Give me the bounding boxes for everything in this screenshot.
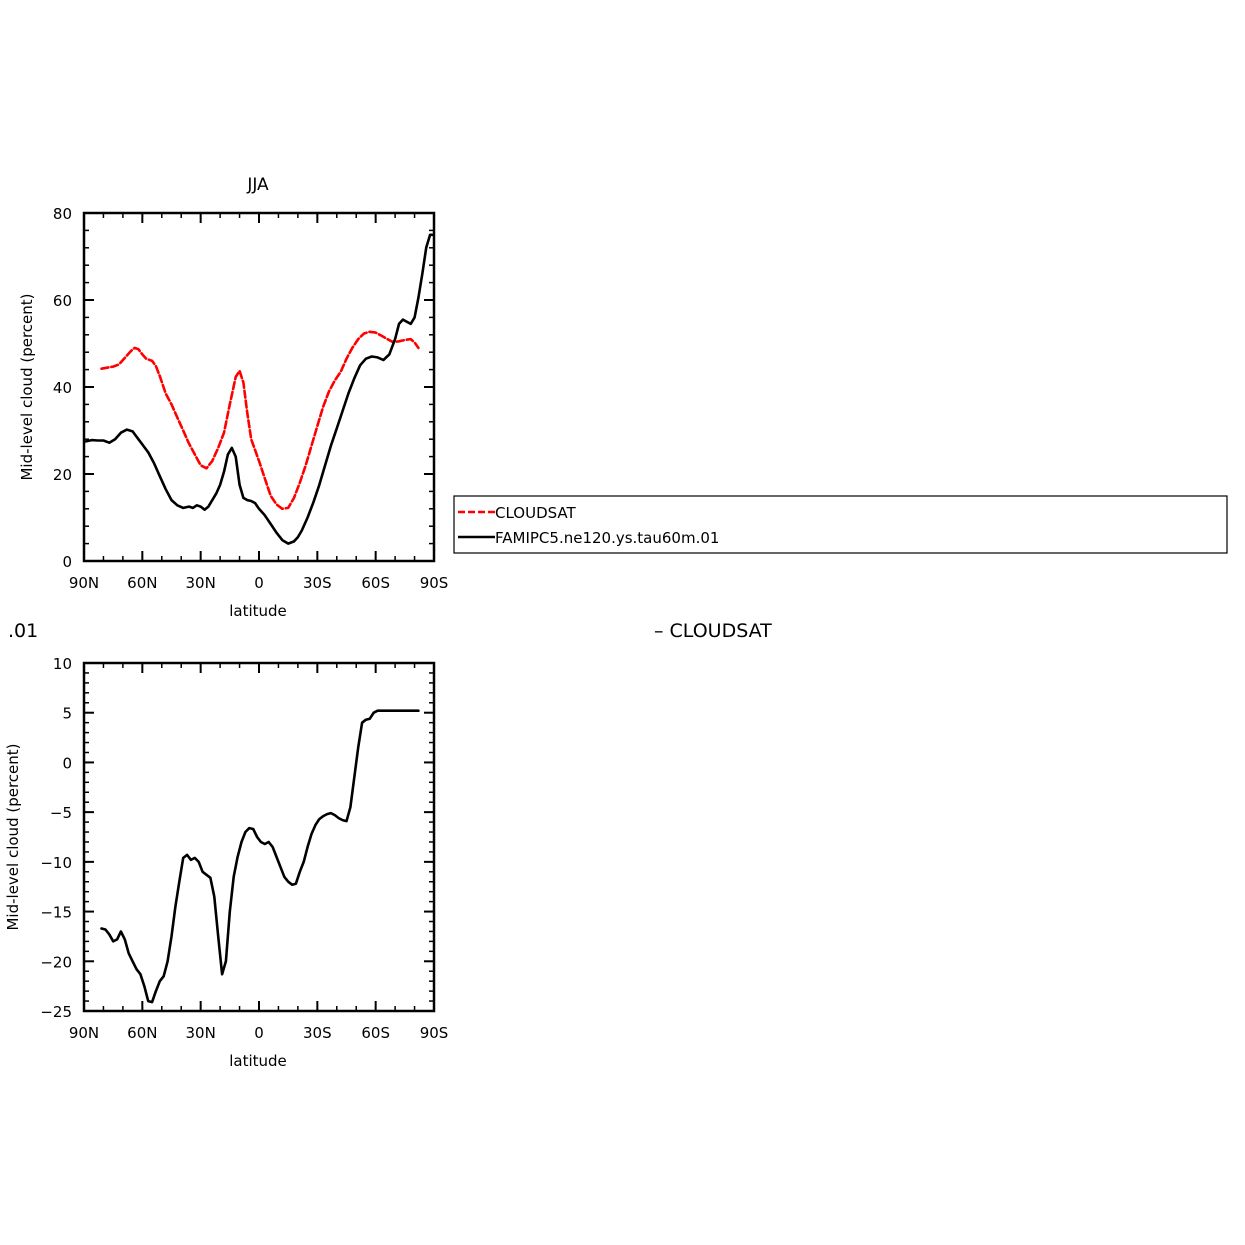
panel-mean-frame xyxy=(82,211,436,563)
legend-box xyxy=(453,495,1228,554)
diff-legend-fragment: – CLOUDSAT xyxy=(654,620,772,642)
panel-diff-frame xyxy=(82,661,436,1013)
x-axis-label: latitude xyxy=(229,1052,287,1070)
x-tick-label: 60N xyxy=(127,574,157,592)
x-tick-label: 60N xyxy=(127,1024,157,1042)
panel-diff-plot: 90N 60N 30N 0 30S 60S 90S −25 −20 −15 −10 −5 0 5 10 xyxy=(40,655,448,1042)
y-tick-label: 80 xyxy=(53,205,72,223)
panel-mean-plot: 90N 60N 30N 0 30S 60S 90S 0 20 40 60 80 xyxy=(53,205,448,592)
panel-diff: .01 – CLOUDSAT 90N 60N 30N 0 30S 60S 90S −25 −20… xyxy=(4,620,772,1070)
x-axis-label: latitude xyxy=(229,602,287,620)
x-tick-label: 60S xyxy=(361,1024,390,1042)
y-axis-label: Mid-level cloud (percent) xyxy=(4,743,22,930)
y-tick-label: −25 xyxy=(40,1003,72,1021)
diff-title-fragment: .01 xyxy=(8,620,38,642)
x-tick-label: 30S xyxy=(303,1024,332,1042)
series-line-cloudsat xyxy=(100,330,420,511)
y-axis-label: Mid-level cloud (percent) xyxy=(18,293,36,480)
x-tick-label: 60S xyxy=(361,574,390,592)
y-tick-label: 60 xyxy=(53,292,72,310)
x-tick-label: 0 xyxy=(254,1024,264,1042)
legend: CLOUDSAT FAMIPC5.ne120.ys.tau60m.01 xyxy=(453,495,1228,554)
y-tick-label: 0 xyxy=(62,553,72,571)
series-line-model xyxy=(100,709,420,1004)
x-tick-label: 30S xyxy=(303,574,332,592)
y-tick-label: 0 xyxy=(62,754,72,772)
x-tick-label: 30N xyxy=(186,574,216,592)
panel-title: JJA xyxy=(246,175,269,195)
y-tick-label: −20 xyxy=(40,953,72,971)
x-tick-label: 0 xyxy=(254,574,264,592)
y-tick-label: 10 xyxy=(53,655,72,673)
x-tick-label: 90N xyxy=(69,1024,99,1042)
series-line-model xyxy=(84,233,434,545)
x-tick-label: 30N xyxy=(186,1024,216,1042)
panel-mean: JJA 90N 60N 30N 0 30S 60S 90S 0 20 40 60 80 latitud… xyxy=(18,175,448,620)
y-tick-label: 20 xyxy=(53,466,72,484)
x-tick-label: 90S xyxy=(420,574,449,592)
y-tick-label: 5 xyxy=(62,705,72,723)
legend-label-cloudsat: CLOUDSAT xyxy=(495,504,577,522)
legend-label-model: FAMIPC5.ne120.ys.tau60m.01 xyxy=(495,529,719,547)
y-tick-label: −10 xyxy=(40,854,72,872)
y-tick-label: −15 xyxy=(40,904,72,922)
y-tick-label: −5 xyxy=(50,804,72,822)
y-tick-label: 40 xyxy=(53,379,72,397)
x-tick-label: 90N xyxy=(69,574,99,592)
x-tick-label: 90S xyxy=(420,1024,449,1042)
